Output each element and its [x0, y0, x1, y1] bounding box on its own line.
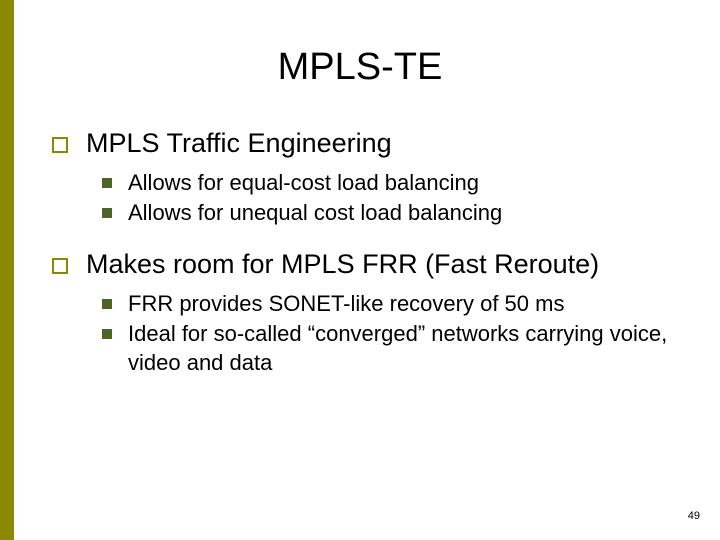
level2-text: FRR provides SONET-like recovery of 50 m… [128, 290, 672, 318]
hollow-square-icon [52, 137, 68, 153]
level1-text: MPLS Traffic Engineering [86, 128, 392, 159]
bullet-level2: Ideal for so-called “converged” networks… [102, 320, 672, 376]
bullet-level2: Allows for equal-cost load balancing [102, 169, 672, 197]
solid-square-icon [102, 208, 112, 218]
level1-text: Makes room for MPLS FRR (Fast Reroute) [86, 249, 599, 280]
level2-group: FRR provides SONET-like recovery of 50 m… [102, 290, 672, 376]
solid-square-icon [102, 299, 112, 309]
level2-group: Allows for equal-cost load balancing All… [102, 169, 672, 227]
level2-text: Ideal for so-called “converged” networks… [128, 320, 672, 376]
hollow-square-icon [52, 258, 68, 274]
slide-title: MPLS-TE [0, 46, 720, 89]
level2-text: Allows for equal-cost load balancing [128, 169, 672, 197]
solid-square-icon [102, 329, 112, 339]
level2-text: Allows for unequal cost load balancing [128, 199, 672, 227]
bullet-level1: Makes room for MPLS FRR (Fast Reroute) [52, 249, 672, 280]
bullet-level2: Allows for unequal cost load balancing [102, 199, 672, 227]
page-number: 49 [688, 510, 700, 522]
slide-content: MPLS Traffic Engineering Allows for equa… [52, 128, 672, 399]
solid-square-icon [102, 178, 112, 188]
bullet-level2: FRR provides SONET-like recovery of 50 m… [102, 290, 672, 318]
bullet-level1: MPLS Traffic Engineering [52, 128, 672, 159]
